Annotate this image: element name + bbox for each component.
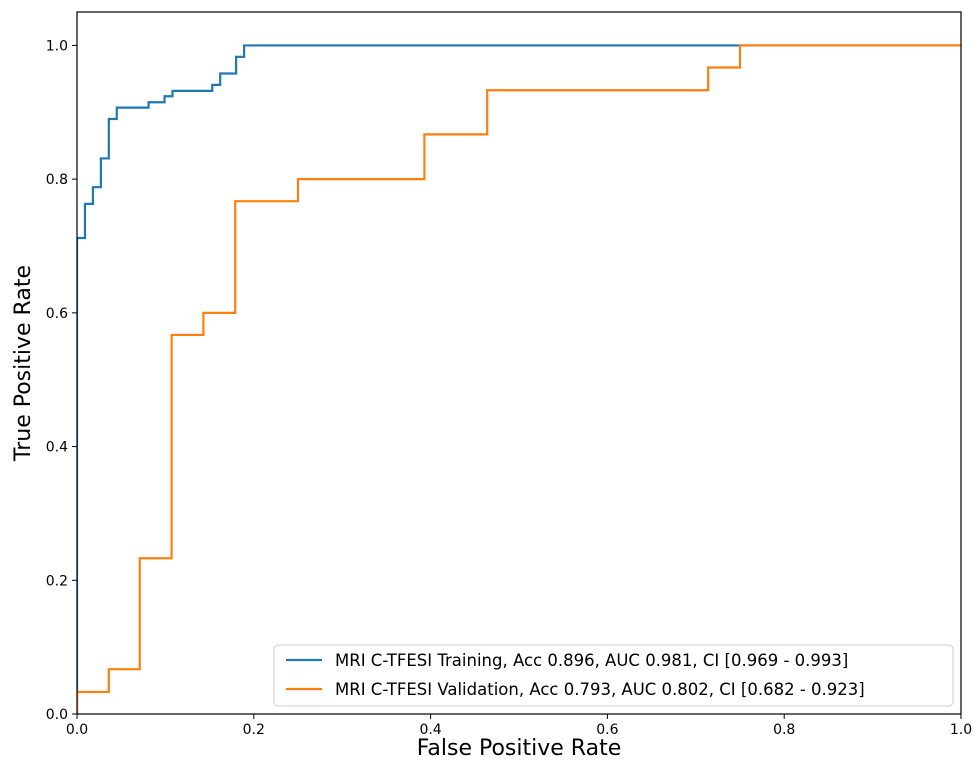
y-tick-label: 0.8 — [46, 172, 68, 188]
y-tick-label: 0.2 — [46, 573, 68, 589]
series-layer — [77, 44, 961, 714]
legend: MRI C-TFESI Training, Acc 0.896, AUC 0.9… — [273, 644, 954, 707]
x-tick-label: 1.0 — [950, 722, 972, 738]
y-axis-ticks: 0.0 0.2 0.4 0.6 0.8 1.0 — [46, 38, 77, 723]
x-axis-ticks: 0.0 0.2 0.4 0.6 0.8 1.0 — [66, 714, 972, 738]
y-tick-label: 0.0 — [46, 707, 68, 723]
y-tick-label: 0.4 — [46, 440, 68, 456]
x-axis-label: False Positive Rate — [417, 736, 621, 761]
x-tick-label: 0.4 — [419, 722, 441, 738]
x-tick-label: 0.2 — [243, 722, 265, 738]
series-line-training — [77, 44, 961, 714]
y-tick-label: 1.0 — [46, 38, 68, 54]
legend-entry-validation: MRI C-TFESI Validation, Acc 0.793, AUC 0… — [335, 680, 865, 699]
axes-frame — [76, 11, 962, 715]
series-line-validation — [77, 44, 961, 714]
y-axis-label: True Positive Rate — [11, 265, 36, 462]
legend-entry-training: MRI C-TFESI Training, Acc 0.896, AUC 0.9… — [335, 651, 848, 670]
x-tick-label: 0.0 — [66, 722, 88, 738]
y-tick-label: 0.6 — [46, 306, 68, 322]
legend-box — [273, 644, 954, 707]
x-tick-label: 0.8 — [773, 722, 795, 738]
x-tick-label: 0.6 — [596, 722, 618, 738]
